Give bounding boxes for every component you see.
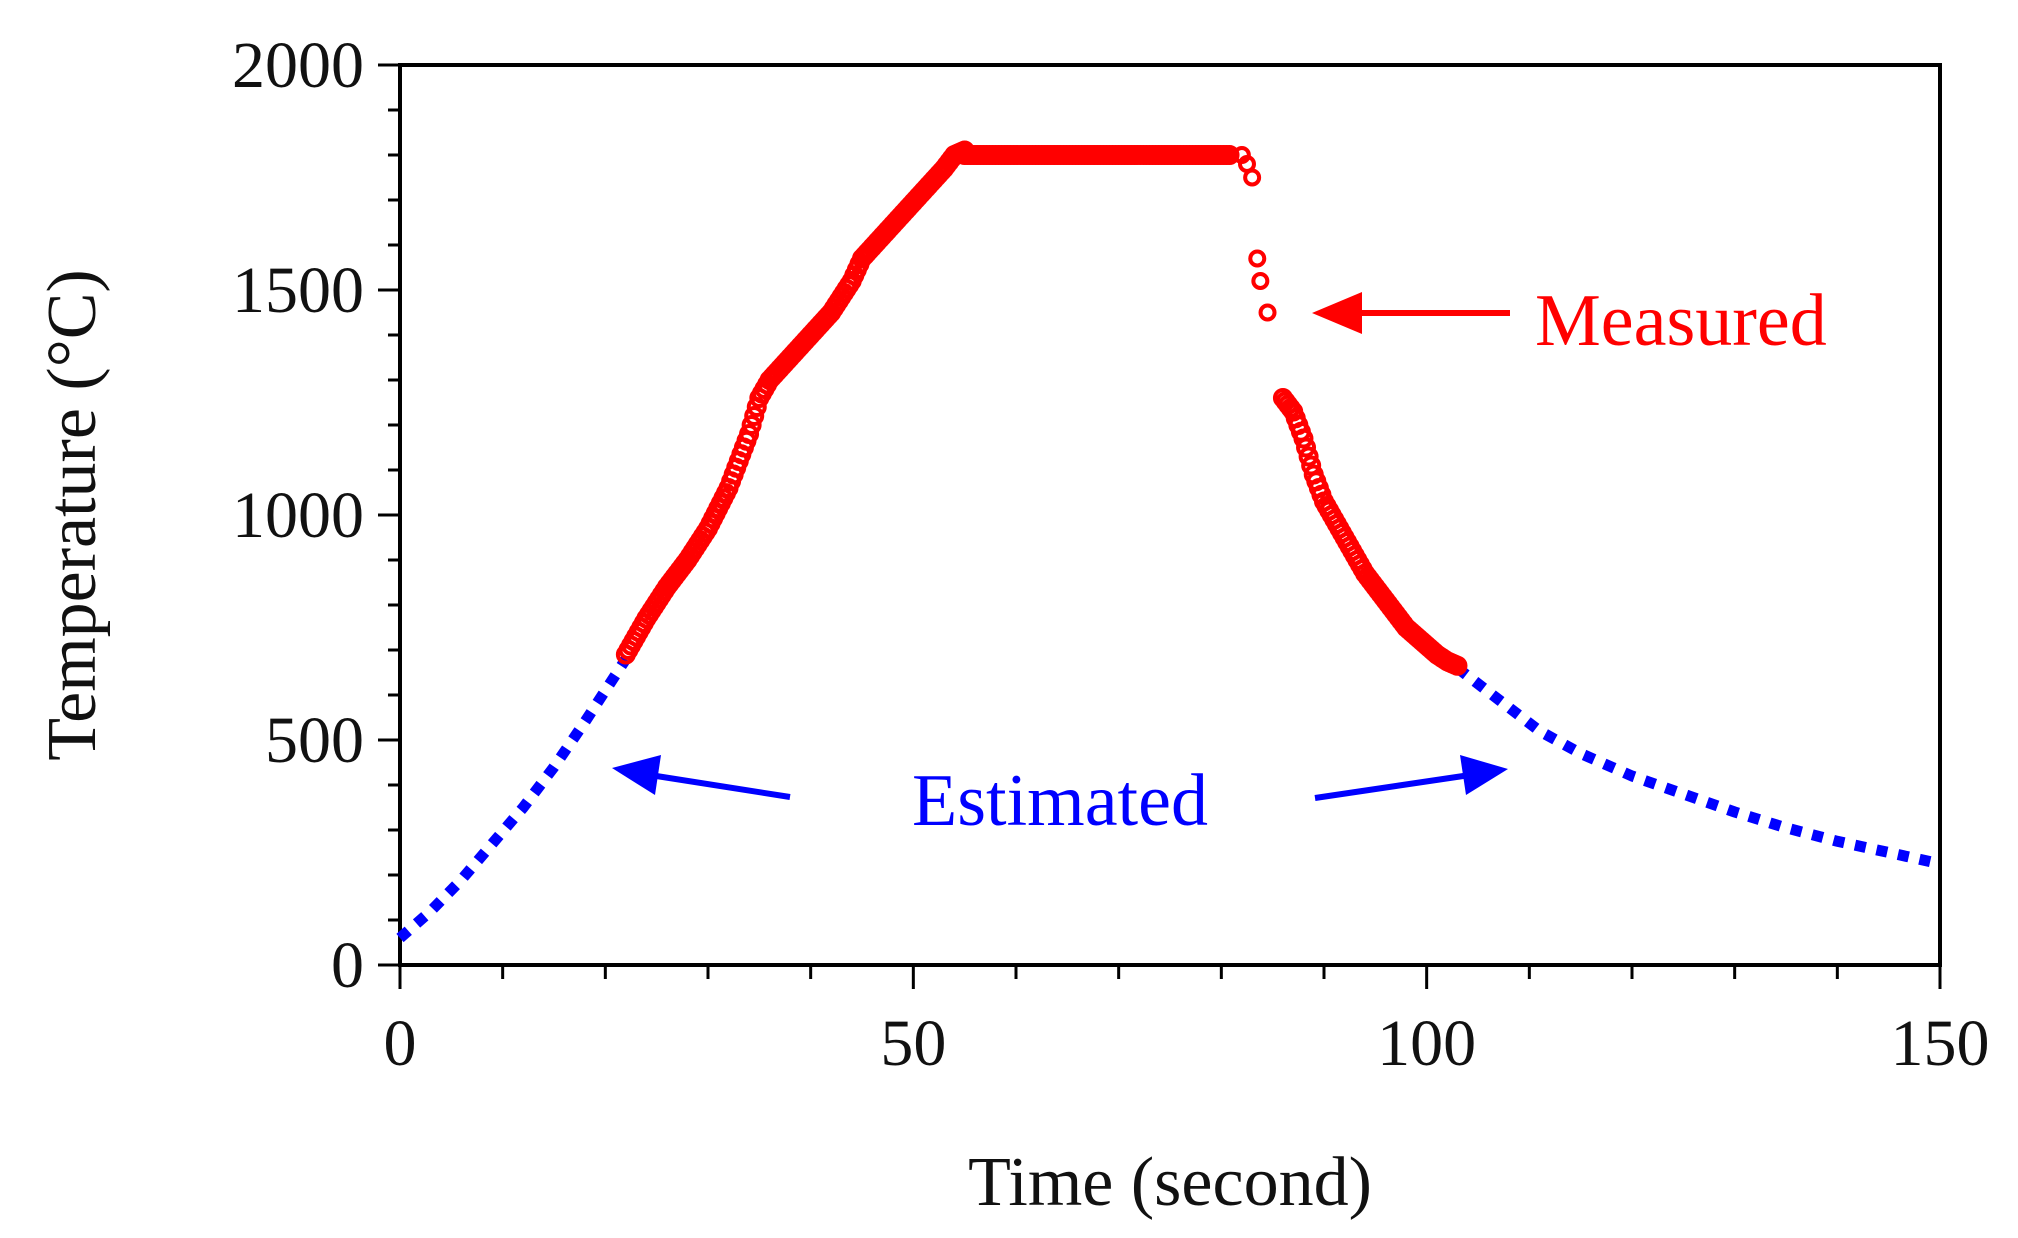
y-tick-labels: 0 500 1000 1500 2000	[232, 29, 364, 1002]
measured-point	[744, 406, 765, 426]
y-tick-label: 2000	[232, 29, 364, 102]
y-tick-label: 0	[331, 929, 364, 1002]
measured-point	[1298, 446, 1319, 467]
estimated-label: Estimated	[912, 760, 1208, 842]
measured-point	[741, 415, 762, 435]
measured-point	[1293, 428, 1314, 449]
estimated-series	[396, 655, 1942, 943]
measured-point	[1248, 249, 1267, 268]
y-axis-title: Temperature (°C)	[34, 269, 111, 760]
estimated-arrow-right	[1314, 772, 1471, 801]
x-tick-label: 150	[1891, 1007, 1990, 1080]
x-axis-title: Time (second)	[968, 1144, 1372, 1221]
measured-point	[1447, 655, 1468, 676]
measured-point	[1296, 437, 1317, 458]
measured-arrowhead	[1312, 292, 1362, 334]
measured-point	[739, 424, 760, 444]
estimated-annotation: Estimated	[612, 755, 1508, 842]
measured-point	[1219, 145, 1240, 165]
plot-frame	[398, 63, 1942, 967]
y-tick-label: 500	[265, 704, 364, 777]
measured-point	[1243, 168, 1262, 187]
estimated-arrowhead-left	[612, 755, 661, 795]
tick-marks	[378, 63, 1942, 989]
x-tick-labels: 0 50 100 150	[384, 1007, 1990, 1080]
estimated-arrow-left	[649, 772, 791, 800]
y-tick-label: 1000	[232, 479, 364, 552]
x-tick-label: 50	[880, 1007, 946, 1080]
y-tick-label: 1500	[232, 254, 364, 327]
estimated-heating-curve	[396, 655, 631, 943]
measured-point	[1251, 272, 1270, 290]
measured-point	[1258, 303, 1277, 322]
measured-series	[615, 140, 1468, 676]
estimated-cooling-curve	[1454, 663, 1942, 870]
measured-label: Measured	[1535, 280, 1827, 362]
measured-annotation: Measured	[1312, 280, 1827, 362]
x-tick-label: 0	[384, 1007, 417, 1080]
estimated-arrowhead-right	[1460, 755, 1508, 795]
x-tick-label: 100	[1377, 1007, 1476, 1080]
